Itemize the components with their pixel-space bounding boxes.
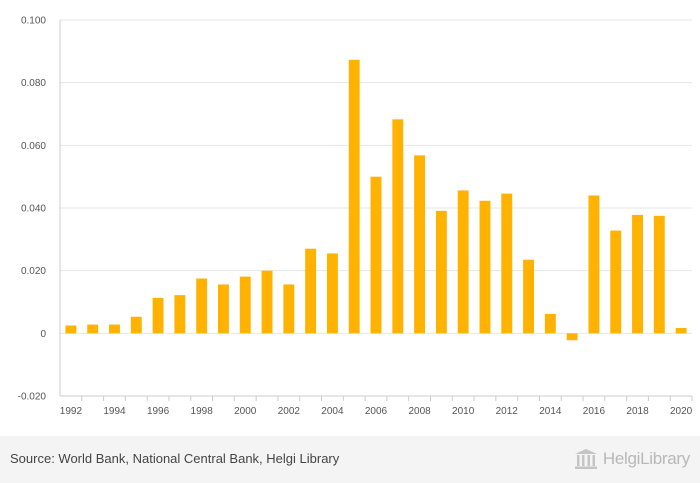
bar-1995 xyxy=(130,316,142,334)
y-tick-label: 0.040 xyxy=(21,204,46,215)
bar-1994 xyxy=(109,324,120,334)
x-tick-label: 1998 xyxy=(191,406,214,417)
x-tick-label: 2004 xyxy=(321,406,344,417)
bar-2012 xyxy=(501,193,513,334)
x-tick-label: 1996 xyxy=(147,406,170,417)
library-building-icon xyxy=(574,449,597,469)
bar-2001 xyxy=(261,270,273,334)
bar-2017 xyxy=(610,230,622,334)
brand-name: HelgiLibrary xyxy=(602,449,690,468)
y-tick-label: 0 xyxy=(40,329,46,340)
bar-2005 xyxy=(348,59,360,334)
bar-2002 xyxy=(283,284,295,334)
bar-2018 xyxy=(632,214,643,334)
source-note: Source: World Bank, National Central Ban… xyxy=(10,451,340,466)
bar-1999 xyxy=(218,284,229,334)
bar-2016 xyxy=(588,195,600,334)
y-axis-ticks: -0.020 0 0.020 0.040 0.060 0.080 0.100 xyxy=(18,16,47,403)
x-tick-label: 2000 xyxy=(234,406,257,417)
bar-2013 xyxy=(523,259,534,334)
x-tick-label: 2020 xyxy=(670,406,693,417)
bar-2008 xyxy=(414,155,426,334)
x-tick-label: 2012 xyxy=(496,406,519,417)
bar-1993 xyxy=(87,324,99,334)
x-tick-label: 2016 xyxy=(583,406,606,417)
bar-1992 xyxy=(65,325,77,334)
bar-2020 xyxy=(675,328,687,334)
x-tick-label: 2014 xyxy=(539,406,562,417)
x-tick-label: 2010 xyxy=(452,406,475,417)
bars xyxy=(65,59,687,341)
y-tick-label: 0.080 xyxy=(21,78,46,89)
x-tick-label: 2002 xyxy=(278,406,301,417)
x-tick-label: 1994 xyxy=(103,406,126,417)
y-tick-label: 0.020 xyxy=(21,266,46,277)
x-tick-label: 2006 xyxy=(365,406,388,417)
bar-2010 xyxy=(457,190,469,334)
y-tick-label: -0.020 xyxy=(18,392,47,403)
helgi-library-logo[interactable]: HelgiLibrary xyxy=(574,447,690,471)
bar-2009 xyxy=(435,210,447,334)
bar-1996 xyxy=(152,297,164,334)
x-axis-ticks: 1992 1994 1996 1998 2000 2002 2004 2006 2008 2010… xyxy=(60,396,693,417)
bar-2014 xyxy=(544,313,556,334)
bar-2003 xyxy=(305,248,317,334)
x-tick-label: 2008 xyxy=(408,406,431,417)
bar-2006 xyxy=(370,176,382,334)
chart-footer: Source: World Bank, National Central Ban… xyxy=(0,436,700,483)
x-tick-label: 2018 xyxy=(626,406,649,417)
y-tick-label: 0.100 xyxy=(21,16,46,27)
bar-1997 xyxy=(174,295,186,334)
bar-2011 xyxy=(479,200,491,334)
bar-2004 xyxy=(326,253,338,334)
x-tick-label: 1992 xyxy=(60,406,83,417)
y-tick-label: 0.060 xyxy=(21,141,46,152)
bar-2007 xyxy=(392,119,404,334)
bar-2015 xyxy=(566,333,578,341)
bar-2019 xyxy=(653,215,665,334)
bar-2000 xyxy=(239,276,251,334)
bar-1998 xyxy=(196,278,208,334)
